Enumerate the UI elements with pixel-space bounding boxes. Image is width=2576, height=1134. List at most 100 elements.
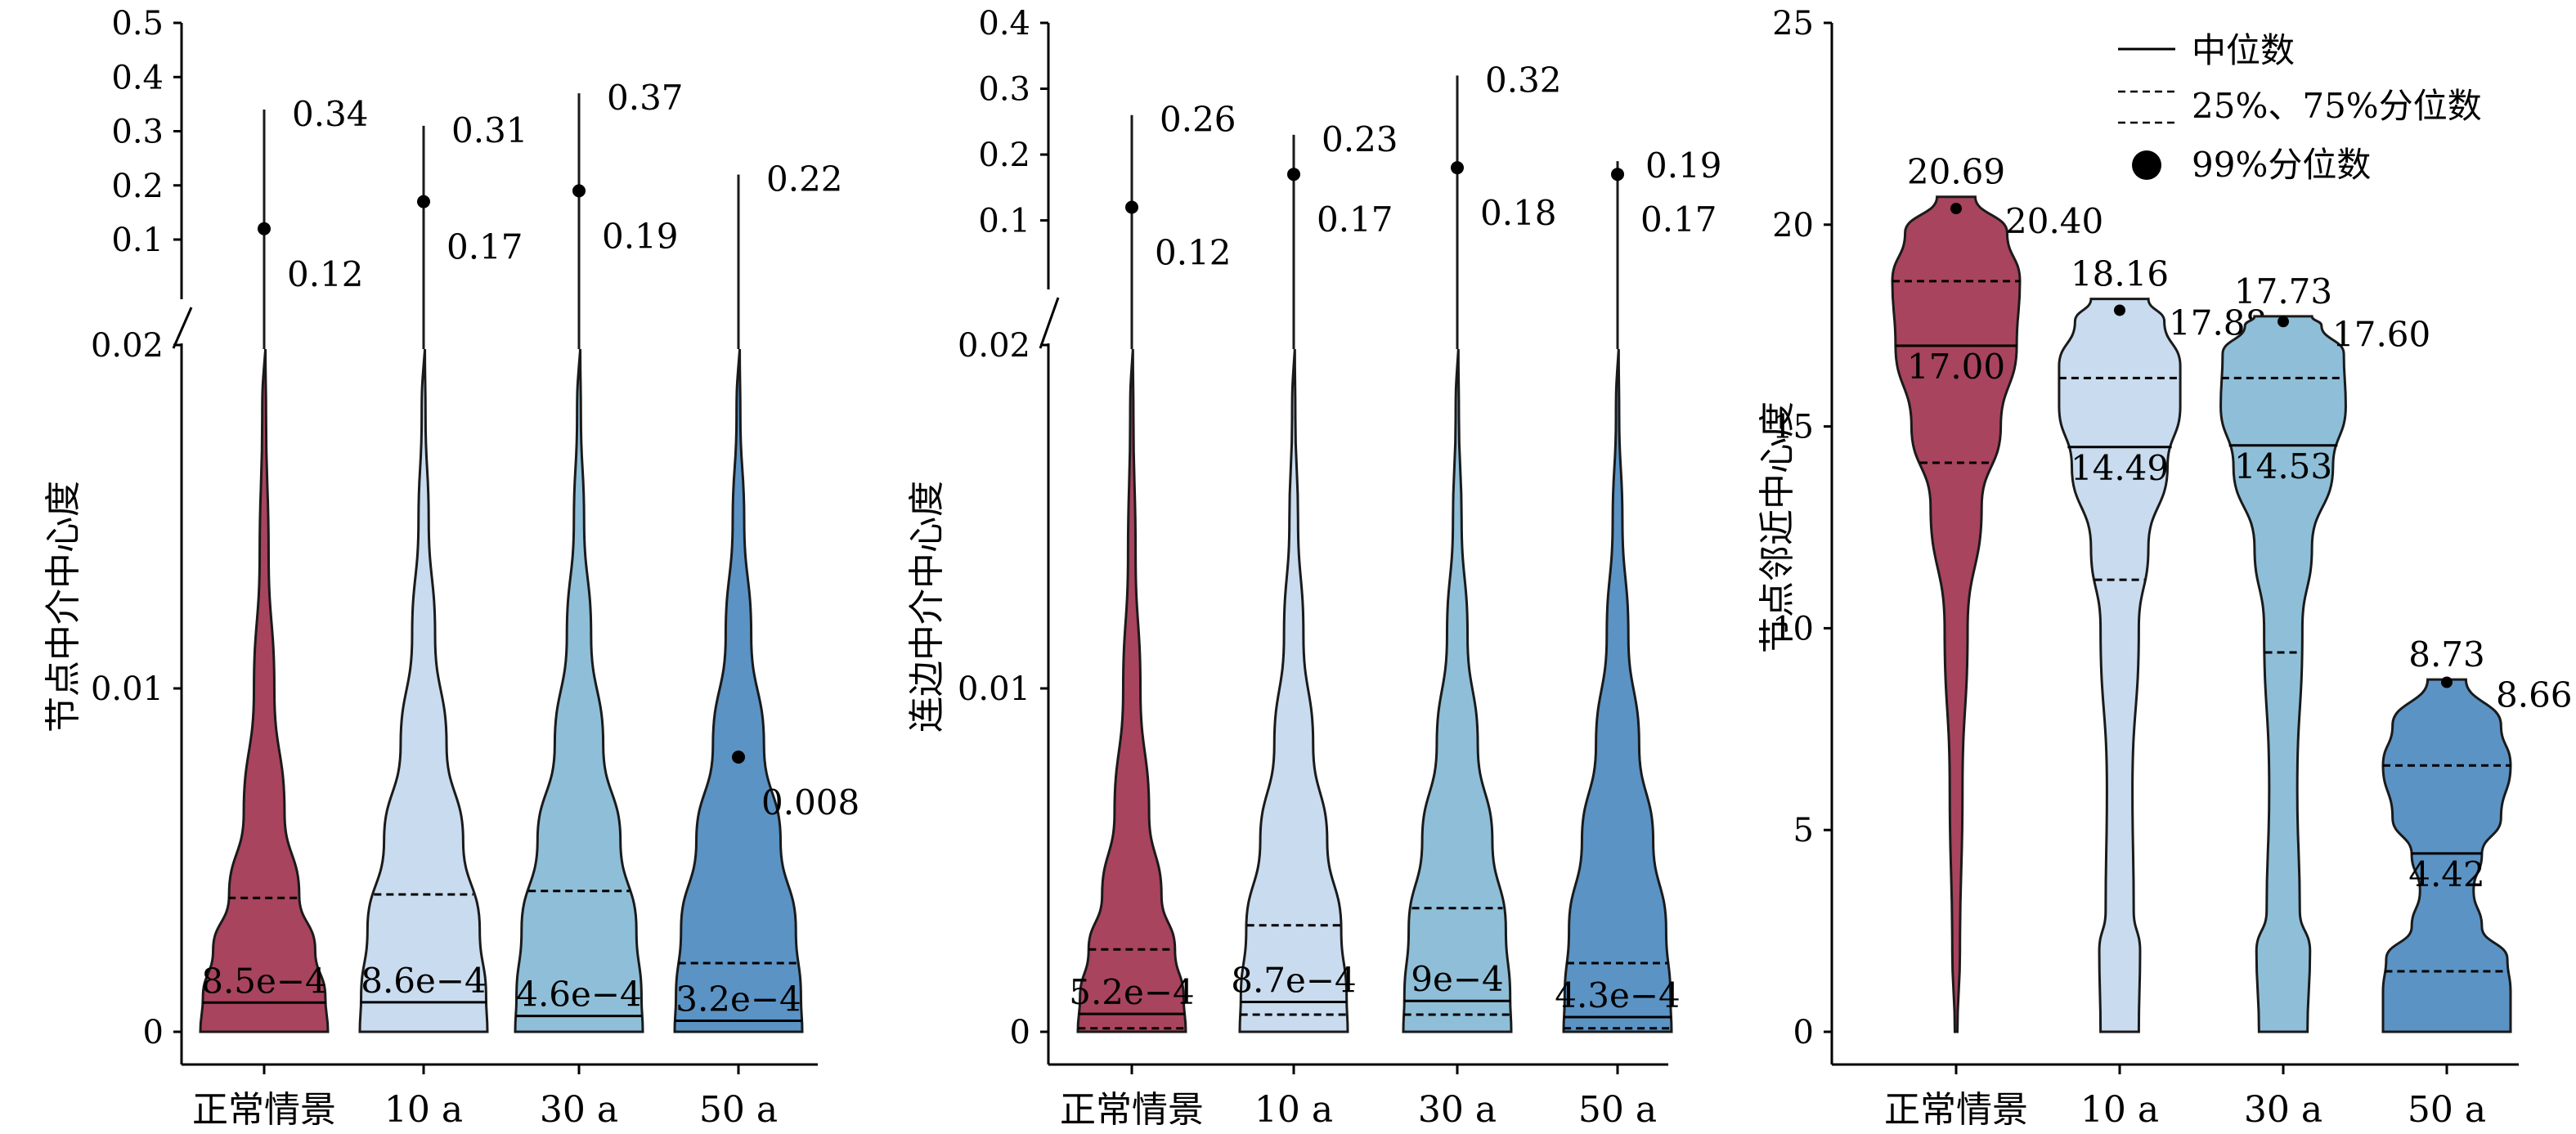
p99-marker [417, 195, 430, 208]
y-tick-label: 15 [1772, 409, 1814, 446]
y-tick-label: 20 [1772, 207, 1814, 244]
violin-body [2219, 315, 2347, 1033]
p99-label: 0.12 [1155, 232, 1232, 272]
y-tick-label: 0.1 [111, 222, 164, 259]
violin-body [1891, 195, 2022, 1033]
y-tick-label: 0 [1010, 1014, 1030, 1051]
y-tick-label: 25 [1772, 5, 1814, 43]
median-label: 5.2e−4 [1069, 972, 1195, 1012]
x-category-label: 30 a [2244, 1089, 2322, 1131]
p99-marker [732, 751, 745, 764]
p99-marker [1125, 200, 1138, 214]
y-tick-label: 0.5 [111, 5, 164, 43]
y-tick-label: 0.01 [91, 670, 164, 708]
y-tick-label: 0.4 [111, 59, 164, 96]
p99-marker [572, 184, 586, 198]
p99-label: 0.12 [287, 254, 364, 294]
median-label: 14.53 [2234, 446, 2332, 486]
max-label: 8.73 [2408, 634, 2485, 675]
median-label: 8.7e−4 [1231, 960, 1357, 1000]
y-tick-label: 0 [143, 1014, 164, 1051]
max-label: 0.37 [607, 78, 684, 118]
max-label: 0.26 [1160, 100, 1236, 140]
p99-label: 0.17 [1640, 199, 1717, 240]
violin-body [1238, 348, 1349, 1033]
violin-body [1076, 348, 1187, 1033]
y-tick-label: 0.02 [91, 327, 164, 365]
axis-break-mark [172, 307, 193, 349]
p99-label: 17.60 [2332, 314, 2430, 354]
p99-label: 0.17 [1317, 199, 1393, 240]
y-tick-label: 0.3 [111, 114, 164, 151]
y-tick-label: 0.4 [978, 5, 1030, 43]
median-label: 4.3e−4 [1555, 975, 1681, 1015]
x-category-label: 50 a [1578, 1089, 1657, 1131]
x-category-label: 50 a [699, 1089, 778, 1131]
legend-quartile-label: 25%、75%分位数 [2192, 86, 2482, 126]
violin-body [673, 348, 804, 1033]
x-category-label: 30 a [540, 1089, 618, 1131]
y-axis-label: 连边中介中心度 [906, 481, 948, 733]
x-category-label: 正常情景 [1060, 1089, 1204, 1131]
y-tick-label: 0.1 [978, 203, 1030, 240]
p99-marker [2441, 676, 2453, 688]
p99-marker [1950, 203, 1962, 215]
max-label: 18.16 [2071, 254, 2169, 294]
violin-body [1402, 348, 1513, 1033]
x-category-label: 10 a [2080, 1089, 2159, 1131]
p99-label: 0.008 [761, 782, 859, 822]
x-category-label: 50 a [2408, 1089, 2486, 1131]
x-category-label: 正常情景 [192, 1089, 336, 1131]
median-label: 4.42 [2408, 854, 2485, 894]
max-label: 20.69 [1907, 152, 2005, 192]
p99-label: 0.17 [447, 227, 523, 267]
axis-break-mark [1039, 297, 1060, 349]
y-tick-label: 0.01 [958, 670, 1030, 708]
median-label: 3.2e−4 [675, 979, 801, 1020]
violin-body [199, 348, 330, 1033]
p99-marker [1451, 161, 1464, 175]
median-label: 17.00 [1907, 347, 2005, 387]
violin-body [2381, 678, 2512, 1033]
p99-label: 0.18 [1480, 193, 1557, 233]
p99-marker [258, 222, 271, 235]
y-axis-label: 节点邻近中心度 [1757, 401, 1798, 653]
median-label: 8.5e−4 [201, 961, 327, 1001]
legend-p99-marker [2132, 150, 2161, 180]
p99-marker [2114, 304, 2125, 316]
violin-body [2058, 298, 2182, 1033]
max-label: 0.34 [292, 94, 369, 134]
y-tick-label: 10 [1772, 610, 1814, 648]
max-label: 0.31 [451, 110, 528, 150]
median-label: 4.6e−4 [516, 975, 642, 1015]
median-label: 9e−4 [1411, 959, 1504, 999]
legend-p99-label: 99%分位数 [2192, 145, 2371, 185]
max-label: 0.32 [1485, 60, 1562, 100]
y-tick-label: 5 [1793, 812, 1814, 849]
y-axis-label: 节点中介中心度 [43, 481, 84, 733]
x-category-label: 正常情景 [1884, 1089, 2028, 1131]
violin-body [1562, 348, 1673, 1033]
max-label: 17.73 [2234, 271, 2332, 312]
median-label: 8.6e−4 [361, 961, 487, 1001]
p99-marker [1611, 168, 1624, 182]
legend-median-label: 中位数 [2192, 30, 2295, 70]
x-category-label: 10 a [1254, 1089, 1333, 1131]
y-tick-label: 0.2 [978, 137, 1030, 174]
violin-body [514, 348, 644, 1033]
y-tick-label: 0.3 [978, 71, 1030, 109]
y-tick-label: 0.2 [111, 168, 164, 205]
p99-marker [1287, 168, 1300, 182]
max-label: 0.22 [766, 159, 843, 199]
p99-label: 20.40 [2005, 201, 2103, 241]
max-label: 0.19 [1645, 146, 1722, 186]
legend: 中位数 25%、75%分位数 99%分位数 [2118, 30, 2482, 185]
violin-body [358, 348, 489, 1033]
x-category-label: 30 a [1418, 1089, 1497, 1131]
p99-label: 8.66 [2496, 675, 2573, 715]
y-tick-label: 0.02 [958, 327, 1030, 365]
